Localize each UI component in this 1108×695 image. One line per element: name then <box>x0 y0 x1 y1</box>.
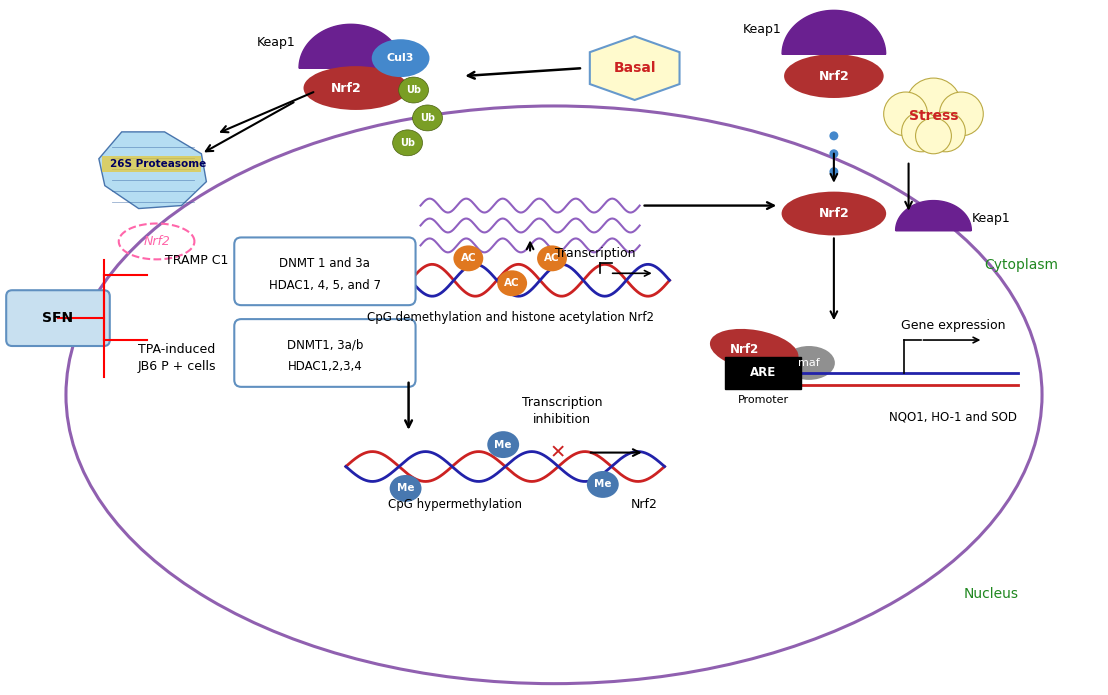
FancyBboxPatch shape <box>7 291 110 346</box>
Text: Cul3: Cul3 <box>387 53 414 63</box>
Ellipse shape <box>587 471 618 498</box>
Text: inhibition: inhibition <box>533 414 591 426</box>
Ellipse shape <box>781 192 886 236</box>
Circle shape <box>940 92 983 136</box>
Ellipse shape <box>497 270 527 296</box>
Circle shape <box>902 112 942 152</box>
Circle shape <box>830 149 839 158</box>
Text: maf: maf <box>798 358 820 368</box>
Ellipse shape <box>399 77 429 103</box>
Text: Nucleus: Nucleus <box>963 587 1018 601</box>
Ellipse shape <box>412 105 442 131</box>
Text: Nrf2: Nrf2 <box>819 207 849 220</box>
Circle shape <box>905 78 962 134</box>
Text: CpG hypermethylation: CpG hypermethylation <box>389 498 522 511</box>
Text: Me: Me <box>397 484 414 493</box>
Ellipse shape <box>537 245 567 271</box>
Ellipse shape <box>783 346 834 380</box>
Text: Transcription: Transcription <box>522 396 603 409</box>
Text: Nrf2: Nrf2 <box>330 81 361 95</box>
Ellipse shape <box>488 431 520 458</box>
Ellipse shape <box>390 475 421 502</box>
Text: CpG demethylation and histone acetylation Nrf2: CpG demethylation and histone acetylatio… <box>367 311 654 324</box>
Text: Ub: Ub <box>400 138 416 148</box>
Text: AC: AC <box>504 278 520 288</box>
Text: Gene expression: Gene expression <box>901 318 1006 332</box>
Text: TRAMP C1: TRAMP C1 <box>165 254 228 267</box>
Text: Cytoplasm: Cytoplasm <box>984 259 1058 272</box>
Text: Basal: Basal <box>614 61 656 75</box>
Text: Ub: Ub <box>420 113 435 123</box>
Polygon shape <box>102 156 202 172</box>
Circle shape <box>925 112 965 152</box>
Text: Nrf2: Nrf2 <box>632 498 658 511</box>
Circle shape <box>830 131 839 140</box>
Circle shape <box>884 92 927 136</box>
Text: HDAC1,2,3,4: HDAC1,2,3,4 <box>288 361 362 373</box>
Text: SFN: SFN <box>42 311 73 325</box>
Polygon shape <box>299 24 402 68</box>
Text: Keap1: Keap1 <box>972 212 1010 225</box>
Circle shape <box>830 167 839 177</box>
Circle shape <box>915 118 952 154</box>
Text: NQO1, HO-1 and SOD: NQO1, HO-1 and SOD <box>890 410 1017 423</box>
Polygon shape <box>99 132 206 208</box>
Ellipse shape <box>304 66 408 110</box>
Text: Me: Me <box>494 440 512 450</box>
Text: Ub: Ub <box>406 85 421 95</box>
Text: Me: Me <box>594 480 612 489</box>
FancyBboxPatch shape <box>234 319 416 387</box>
Text: Nrf2: Nrf2 <box>729 343 759 357</box>
Text: ARE: ARE <box>750 366 777 379</box>
Text: DNMT1, 3a/b: DNMT1, 3a/b <box>287 338 363 352</box>
Text: Keap1: Keap1 <box>257 35 296 49</box>
Ellipse shape <box>371 39 430 77</box>
Ellipse shape <box>784 54 884 98</box>
Text: ✕: ✕ <box>550 443 566 462</box>
FancyBboxPatch shape <box>234 238 416 305</box>
Text: Nrf2: Nrf2 <box>143 235 170 248</box>
Text: Stress: Stress <box>909 109 958 123</box>
Text: AC: AC <box>461 254 476 263</box>
Text: HDAC1, 4, 5, and 7: HDAC1, 4, 5, and 7 <box>269 279 381 292</box>
Text: TPA-induced: TPA-induced <box>137 343 215 357</box>
Text: JB6 P + cells: JB6 P + cells <box>137 361 216 373</box>
Polygon shape <box>782 10 885 54</box>
Text: Transcription: Transcription <box>555 247 635 260</box>
Text: Keap1: Keap1 <box>742 23 781 35</box>
Ellipse shape <box>453 245 483 271</box>
FancyBboxPatch shape <box>726 357 801 389</box>
Polygon shape <box>895 201 972 231</box>
Text: DNMT 1 and 3a: DNMT 1 and 3a <box>279 257 370 270</box>
Polygon shape <box>589 36 679 100</box>
Text: 26S Proteasome: 26S Proteasome <box>111 158 207 169</box>
Text: Promoter: Promoter <box>738 395 789 404</box>
Ellipse shape <box>392 130 422 156</box>
Ellipse shape <box>710 329 799 371</box>
Text: Nrf2: Nrf2 <box>819 70 849 83</box>
Text: AC: AC <box>544 254 560 263</box>
